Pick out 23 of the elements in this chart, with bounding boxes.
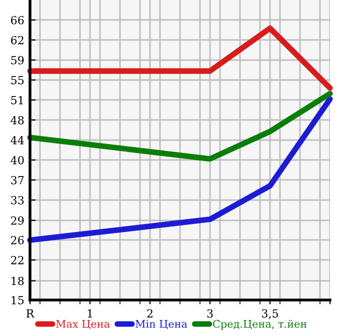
y-tick-label: 15 bbox=[12, 296, 24, 304]
y-tick-label: 29 bbox=[11, 216, 24, 225]
x-tick-label: 1 bbox=[88, 309, 92, 318]
y-tick-label: 55 bbox=[11, 76, 24, 84]
x-tick-label: 3,5 bbox=[262, 309, 278, 319]
y-tick-label: 62 bbox=[11, 36, 24, 44]
y-tick-label: 40 bbox=[10, 156, 24, 164]
y-tick-label: 51 bbox=[11, 96, 23, 104]
legend-label: Max Цена bbox=[56, 320, 110, 330]
legend-label: Сред.Цена, т.йен bbox=[213, 320, 307, 330]
y-tick-label: 59 bbox=[11, 56, 24, 64]
y-tick-label: 66 bbox=[11, 16, 24, 24]
y-tick-label: 18 bbox=[12, 276, 24, 286]
x-tick-label: R bbox=[26, 309, 34, 318]
y-tick-label: 37 bbox=[11, 176, 24, 184]
y-tick-label: 22 bbox=[11, 256, 24, 264]
y-tick-label: 48 bbox=[10, 116, 24, 124]
x-tick-label: 2 bbox=[147, 309, 152, 318]
y-tick-label: 44 bbox=[10, 136, 24, 144]
x-tick-label: 3 bbox=[207, 309, 213, 318]
y-tick-label: 33 bbox=[11, 196, 24, 204]
y-tick-label: 26 bbox=[11, 236, 24, 244]
legend-label: Min Цена bbox=[136, 320, 188, 330]
